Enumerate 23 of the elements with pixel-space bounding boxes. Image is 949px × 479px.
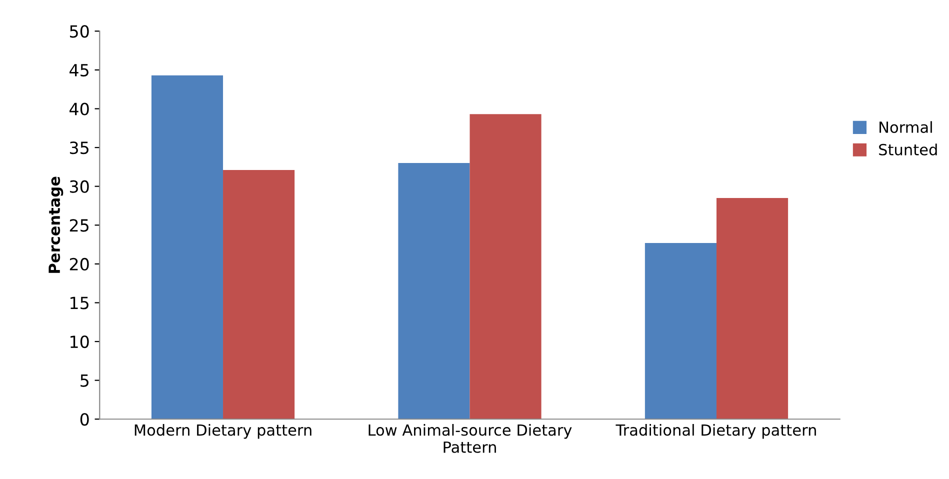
y-tick-label: 0 — [80, 413, 89, 426]
y-axis-title: Percentage — [48, 176, 64, 273]
y-tick-label: 40 — [70, 102, 89, 116]
y-tick-label: 25 — [70, 219, 88, 232]
y-tick-label: 5 — [80, 374, 88, 387]
y-tick-label: 30 — [70, 180, 89, 193]
y-tick-label: 35 — [70, 141, 88, 154]
y-tick-label: 45 — [70, 64, 88, 77]
bar — [716, 198, 788, 420]
x-tick-label: Traditional Dietary pattern — [616, 424, 816, 439]
y-tick-label: 15 — [70, 296, 88, 310]
x-tick-label: Low Animal-source Dietary Pattern — [368, 424, 572, 453]
legend-label: Normal — [880, 121, 932, 133]
bar — [151, 75, 224, 420]
bar — [223, 170, 295, 420]
y-tick-label: 20 — [70, 258, 89, 270]
bar — [470, 114, 542, 420]
bar — [644, 242, 716, 420]
legend-label: Stunted — [879, 144, 937, 156]
x-tick-label: Modern Dietary pattern — [134, 424, 312, 439]
y-tick-label: 50 — [70, 25, 89, 38]
y-tick-label: 10 — [70, 335, 89, 348]
bar — [398, 163, 470, 420]
